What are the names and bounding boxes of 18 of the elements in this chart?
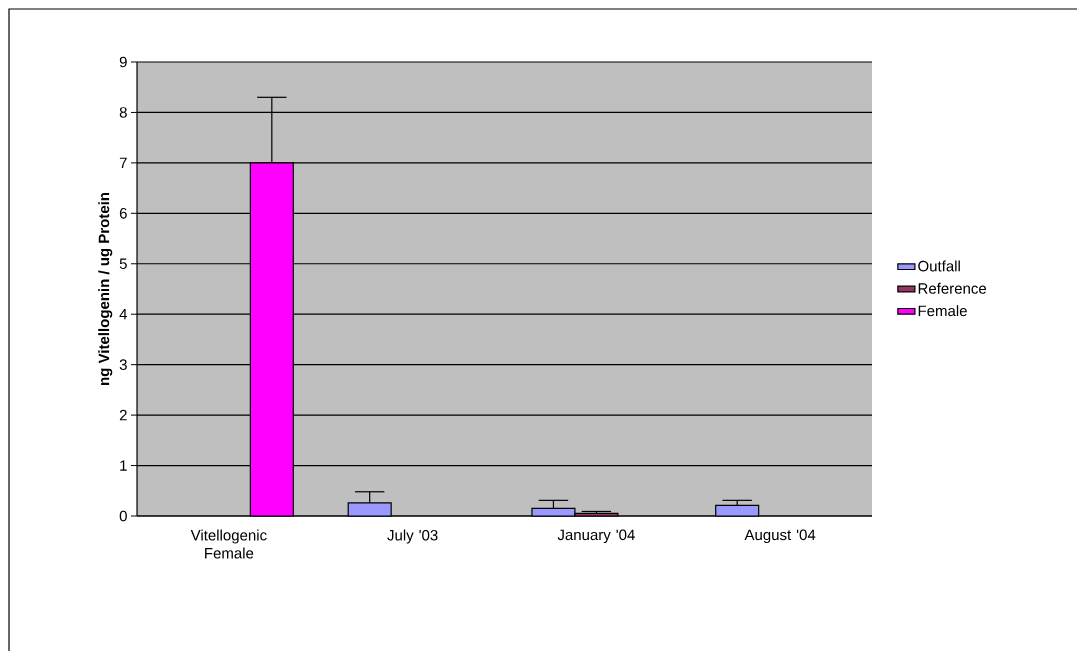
x-tick-label: July '03 xyxy=(387,529,438,544)
y-tick-label: 5 xyxy=(119,258,127,269)
legend-label: Female xyxy=(918,305,967,317)
y-tick-label: 6 xyxy=(119,208,127,219)
x-tick-label: Vitellogenic Female xyxy=(190,529,267,559)
y-tick-label: 7 xyxy=(119,157,127,169)
legend-label: Outfall xyxy=(918,260,960,272)
x-tick-label: January '04 xyxy=(557,529,635,544)
y-tick-label: 9 xyxy=(119,56,127,68)
y-tick-label: 3 xyxy=(119,359,127,370)
y-axis-title: ng Vitellogenin / ug Protein xyxy=(98,192,113,385)
y-tick-label: 8 xyxy=(119,107,127,118)
y-tick-label: 4 xyxy=(119,309,128,320)
y-tick-label: 1 xyxy=(120,460,127,471)
x-tick-label: August '04 xyxy=(744,529,816,544)
y-tick-label: 0 xyxy=(119,510,127,522)
y-tick-label: 2 xyxy=(119,409,127,421)
legend-label: Reference xyxy=(918,282,987,294)
